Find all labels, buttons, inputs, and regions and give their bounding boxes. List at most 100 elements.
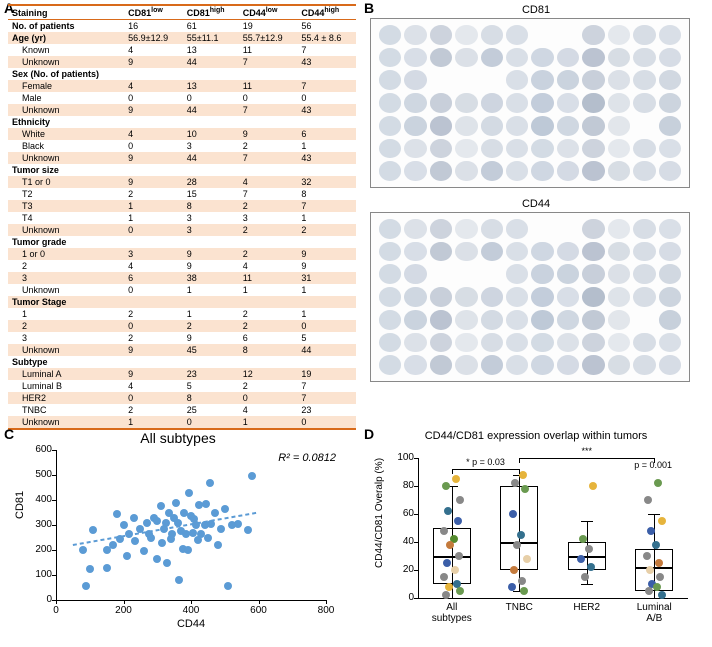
scatter-point (120, 521, 128, 529)
table-row: Age (yr)56.9±12.955±11.155.7±12.955.4 ± … (8, 32, 356, 44)
table-header: CD81low (124, 5, 183, 20)
row-value: 16 (124, 20, 183, 33)
table-row: T31827 (8, 200, 356, 212)
tma-core (379, 287, 401, 307)
table-row: 12121 (8, 308, 356, 320)
row-value: 7 (239, 152, 298, 164)
tma-core (379, 310, 401, 330)
row-label: Unknown (8, 152, 124, 164)
tma-cd81-box (370, 18, 690, 188)
row-value: 6 (239, 332, 298, 344)
row-value (239, 356, 298, 368)
y-tick (414, 598, 418, 599)
row-value: 7 (239, 104, 298, 116)
tma-core (455, 264, 477, 284)
row-value: 10 (183, 128, 239, 140)
row-value: 2 (124, 308, 183, 320)
tma-core (430, 48, 452, 68)
tma-core (608, 48, 630, 68)
scatter-point (136, 525, 144, 533)
tma-core (430, 287, 452, 307)
table-row: Tumor grade (8, 236, 356, 248)
tma-core (481, 355, 503, 375)
row-value: 2 (297, 224, 356, 236)
row-value: 7 (297, 392, 356, 404)
tma-core (404, 48, 426, 68)
table-row: Luminal A9231219 (8, 368, 356, 380)
row-value: 45 (183, 344, 239, 356)
scatter-point (130, 514, 138, 522)
tma-core (404, 219, 426, 239)
row-label: Unknown (8, 416, 124, 429)
tma-core (659, 139, 681, 159)
row-value: 0 (297, 320, 356, 332)
scatter-title: All subtypes (8, 430, 348, 446)
tma-core (404, 93, 426, 113)
tma-core (582, 161, 604, 181)
tma-core (557, 70, 579, 90)
row-value: 1 (124, 416, 183, 429)
row-value: 8 (239, 344, 298, 356)
panel-c-scatter: All subtypesR² = 0.081202004006008000100… (8, 430, 348, 635)
row-value: 4 (124, 128, 183, 140)
row-label: Luminal A (8, 368, 124, 380)
row-value (239, 68, 298, 80)
panel-a-table-container: StainingCD81lowCD81highCD44lowCD44high N… (8, 4, 356, 430)
row-value: 11 (239, 44, 298, 56)
tma-core (659, 242, 681, 262)
row-label: 2 (8, 260, 124, 272)
tma-core (608, 333, 630, 353)
row-label: Tumor Stage (8, 296, 124, 308)
tma-core (379, 70, 401, 90)
table-row: Ethnicity (8, 116, 356, 128)
tma-core (608, 264, 630, 284)
tma-core (633, 333, 655, 353)
row-value: 44 (297, 344, 356, 356)
row-value: 9 (124, 176, 183, 188)
row-value (183, 116, 239, 128)
scatter-point (89, 526, 97, 534)
row-value: 2 (239, 248, 298, 260)
whisker-cap (648, 598, 660, 599)
tma-core (582, 25, 604, 45)
table-row: Sex (No. of patients) (8, 68, 356, 80)
jitter-point (581, 573, 589, 581)
tma-core (481, 161, 503, 181)
row-value: 13 (183, 80, 239, 92)
tma-core (557, 242, 579, 262)
r-squared-label: R² = 0.0812 (278, 452, 336, 464)
jitter-point (643, 552, 651, 560)
x-tick (259, 600, 260, 604)
sig-bracket-tick (519, 458, 520, 463)
sig-bracket (519, 458, 654, 459)
tma-core (430, 264, 452, 284)
y-tick-label: 600 (28, 444, 52, 455)
tma-core (557, 287, 579, 307)
jitter-point (454, 517, 462, 525)
tma-core (531, 355, 553, 375)
table-row: Unknown944743 (8, 152, 356, 164)
row-value (183, 356, 239, 368)
row-value (124, 296, 183, 308)
tma-core (404, 70, 426, 90)
median-line (568, 556, 606, 558)
jitter-point (647, 527, 655, 535)
row-value: 1 (239, 416, 298, 429)
y-tick-label: 200 (28, 544, 52, 555)
scatter-point (79, 546, 87, 554)
table-row: No. of patients16611956 (8, 20, 356, 33)
row-value (183, 296, 239, 308)
tma-core (659, 116, 681, 136)
scatter-point (109, 541, 117, 549)
tma-core (633, 93, 655, 113)
y-tick-label: 20 (392, 564, 414, 575)
tma-core (531, 116, 553, 136)
row-value: 4 (239, 404, 298, 416)
tma-title-cd44: CD44 (370, 198, 702, 210)
row-label: Male (8, 92, 124, 104)
scatter-point (158, 539, 166, 547)
scatter-point (103, 564, 111, 572)
y-tick-label: 0 (392, 592, 414, 603)
tma-core (531, 219, 553, 239)
tma-core (659, 25, 681, 45)
